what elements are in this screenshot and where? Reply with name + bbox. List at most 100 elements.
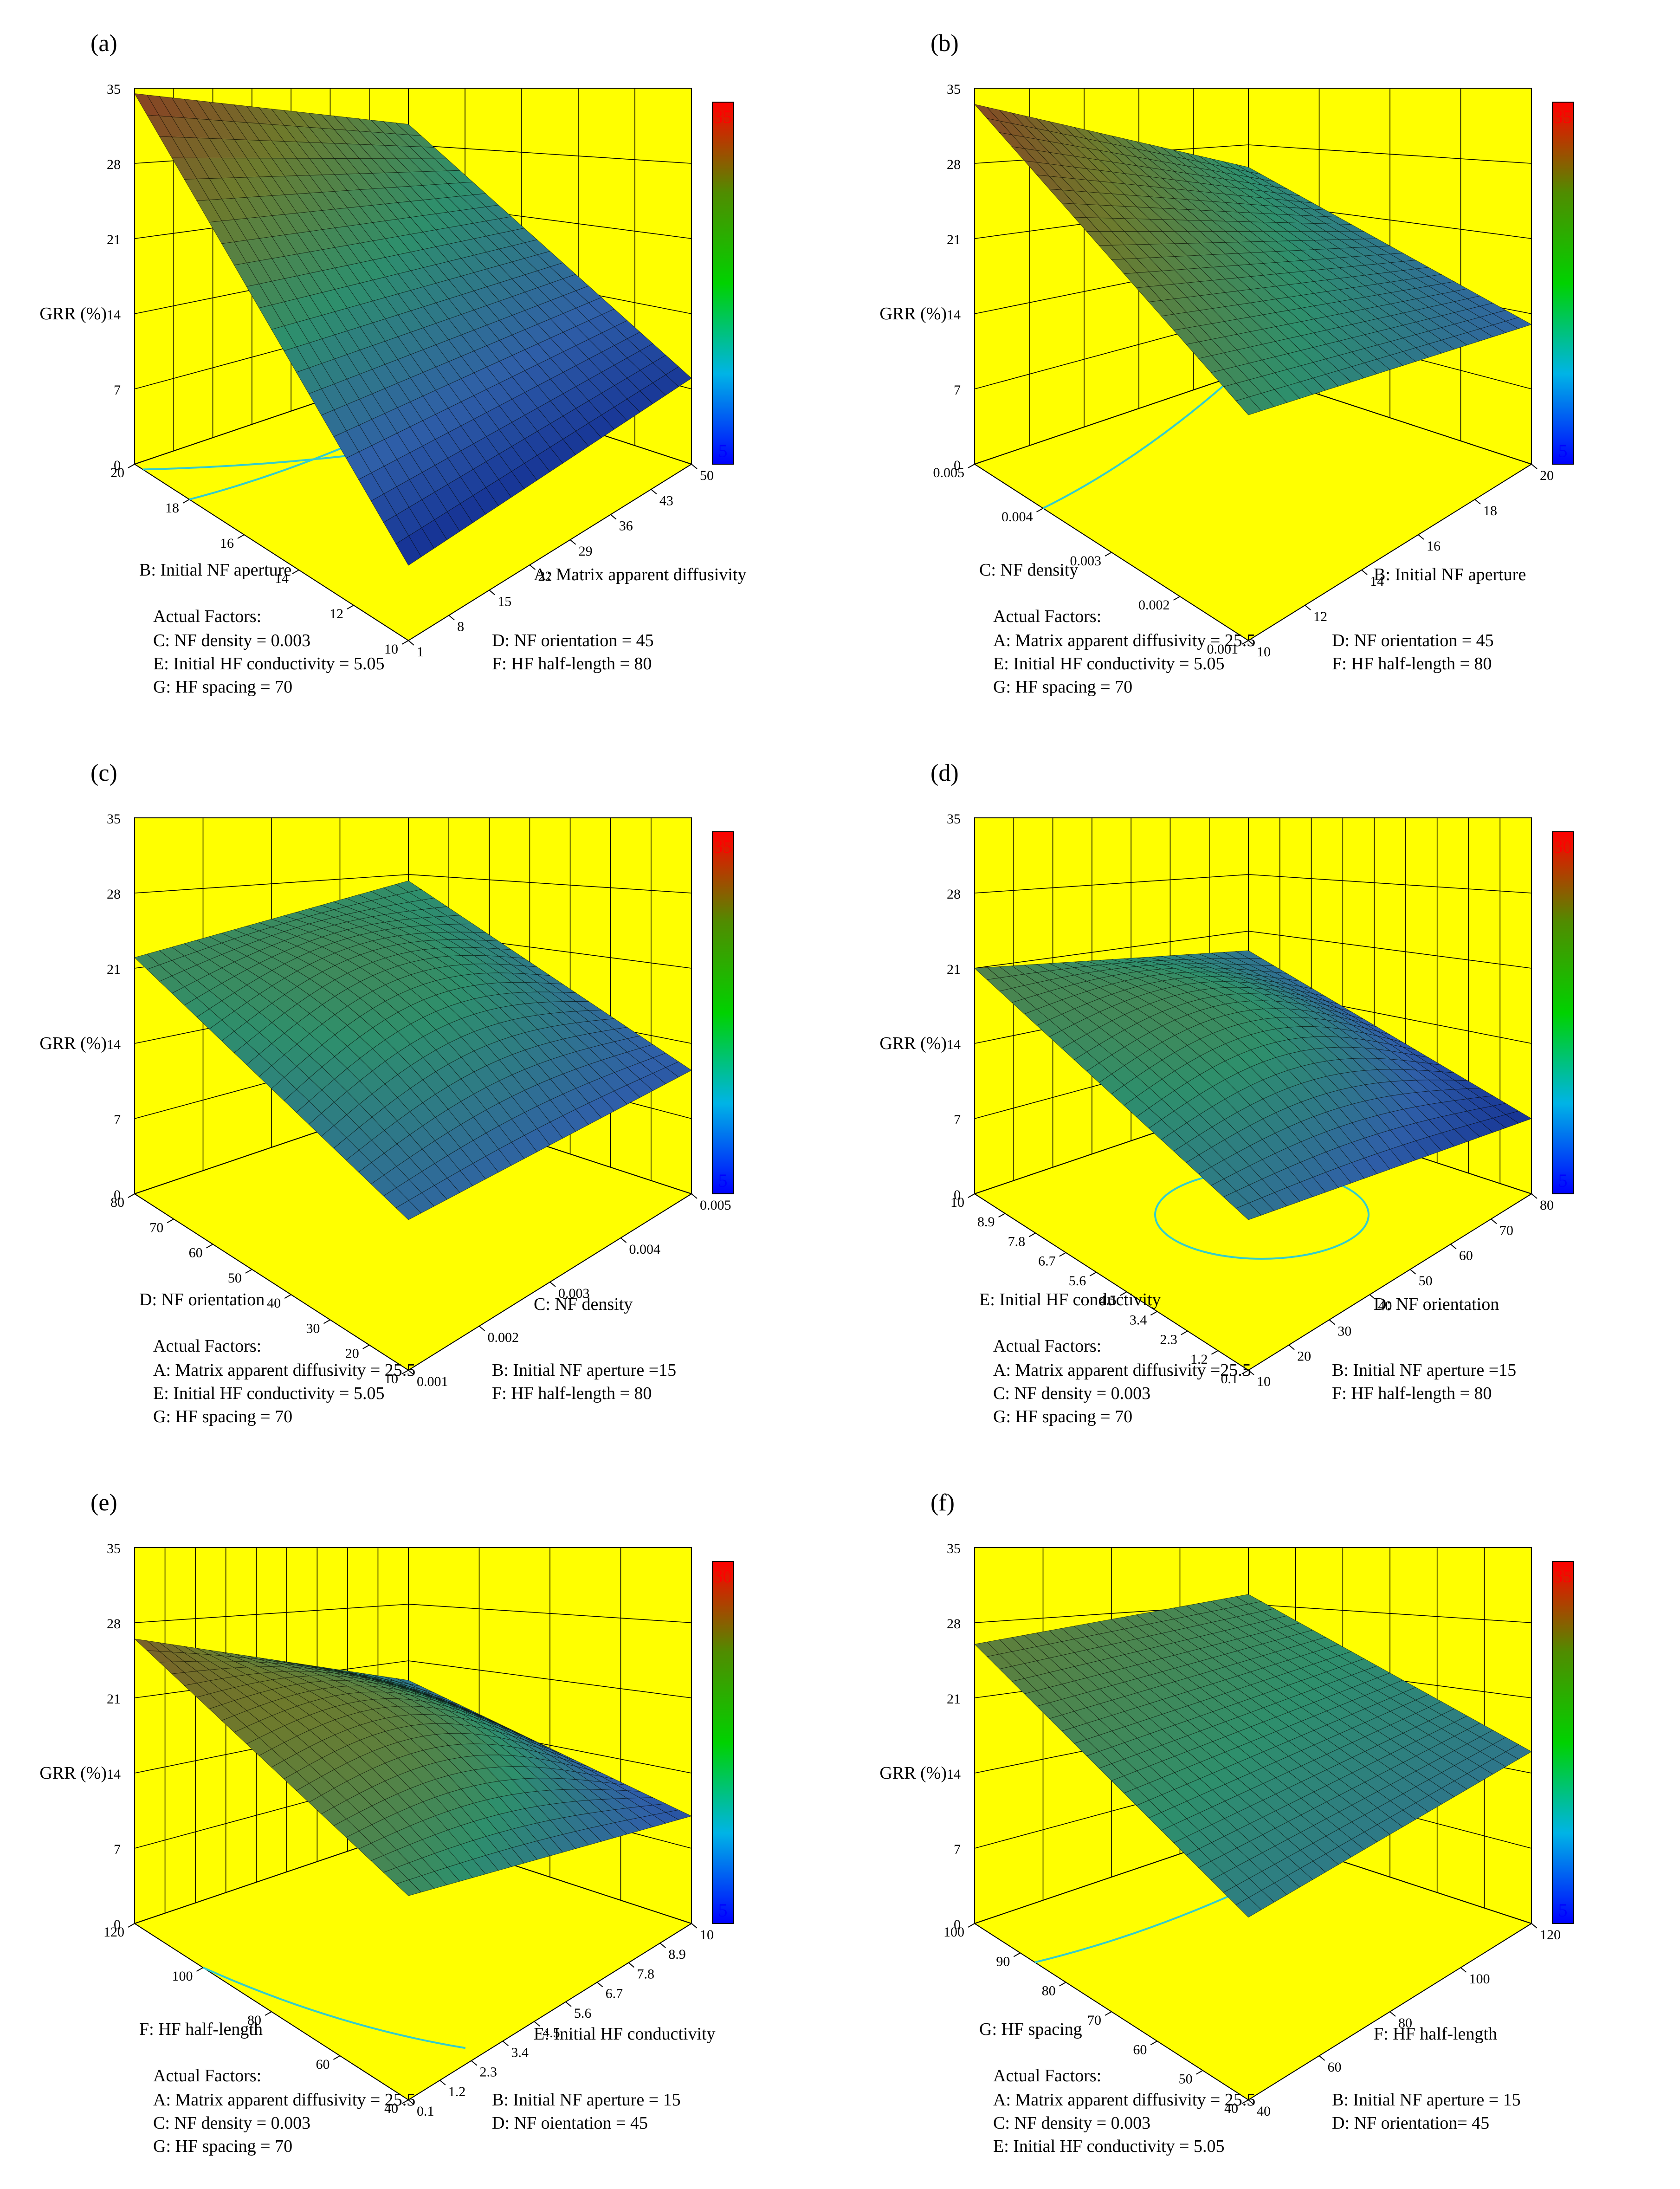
left-axis-label: G: HF spacing <box>979 2020 1082 2039</box>
colorbar-max-label: 30 <box>714 1566 732 1587</box>
right-axis-tick-label: 120 <box>1540 1927 1561 1943</box>
right-axis-tick <box>691 464 698 469</box>
z-tick-label: 14 <box>107 307 121 323</box>
response-surface <box>974 104 1532 415</box>
left-axis-tick <box>1028 1232 1036 1237</box>
left-axis-label: C: NF density <box>979 560 1078 580</box>
actual-factor: A: Matrix apparent diffusivity =25.5 <box>993 1360 1251 1380</box>
panel-label: (e) <box>90 1490 117 1516</box>
right-axis-tick <box>489 589 495 596</box>
left-axis-tick <box>401 2099 409 2104</box>
colorbar-min-label: 5 <box>1558 1170 1568 1191</box>
surface-cell <box>1505 1111 1532 1124</box>
response-surface <box>974 1594 1532 1918</box>
surface-plot-d: 0 7 14 21 28 35 GRR (%) 10 8.9 7.8 6.7 5.6 4.5 3.4 2.3… <box>879 760 1574 1426</box>
actual-factor: B: Initial NF aperture = 15 <box>1332 2090 1521 2110</box>
left-axis-tick-label: 0.005 <box>933 465 965 480</box>
left-axis-tick <box>968 1193 975 1198</box>
colorbar <box>712 831 734 1194</box>
left-axis-tick-label: 0.001 <box>1207 641 1239 657</box>
panel-a: 0 7 14 21 28 35 GRR (%) 20 18 16 14 12 10 1 8 15 22 29 36 4… <box>0 0 840 730</box>
z-tick-label: 0 <box>954 1187 961 1203</box>
surface-cell <box>665 1061 692 1078</box>
left-axis-tick <box>401 1370 409 1374</box>
right-axis-tick-label: 1 <box>417 644 424 660</box>
left-axis-label: D: NF orientation <box>139 1290 265 1309</box>
left-axis-tick <box>237 534 245 539</box>
right-axis-tick-label: 100 <box>1469 1971 1490 1987</box>
right-axis-tick-label: 14 <box>1370 574 1384 589</box>
left-axis-tick <box>196 1967 203 1972</box>
left-axis-tick <box>1241 640 1249 645</box>
right-axis-tick <box>628 1962 635 1968</box>
right-axis-tick <box>439 2080 446 2085</box>
right-axis-tick-label: 60 <box>1328 2059 1342 2075</box>
left-axis-tick-label: 12 <box>330 606 343 622</box>
z-tick-label: 0 <box>114 1187 121 1203</box>
right-axis-tick-label: 6.7 <box>606 1986 623 2001</box>
right-axis-tick-label: 20 <box>1540 468 1554 483</box>
actual-factors-title: Actual Factors: <box>153 2066 261 2085</box>
z-tick-label: 0 <box>954 1917 961 1932</box>
left-axis-tick <box>206 1243 213 1249</box>
left-axis-tick-label: 0.002 <box>1138 597 1170 613</box>
right-axis-tick-label: 15 <box>498 594 511 609</box>
left-axis-tick <box>362 1344 370 1349</box>
right-axis-tick-label: 80 <box>1398 2015 1412 2031</box>
right-axis-tick <box>691 1923 698 1929</box>
z-axis-label: GRR (%) <box>39 1034 107 1053</box>
right-axis-tick <box>659 1943 666 1948</box>
z-tick-label: 14 <box>107 1037 121 1052</box>
left-axis-tick-label: 60 <box>189 1245 203 1261</box>
right-axis-tick <box>1288 1344 1295 1350</box>
panel-c: 0 7 14 21 28 35 GRR (%) 80 70 60 50 40 30 20 10 0.001 0.… <box>0 730 840 1459</box>
left-axis-tick-label: 40 <box>384 2101 398 2116</box>
right-axis-tick <box>1389 2011 1396 2017</box>
right-axis-tick <box>478 1326 485 1331</box>
right-axis-tick-label: 0.003 <box>558 1286 590 1301</box>
colorbar <box>712 1561 734 1924</box>
z-tick-label: 28 <box>107 887 121 902</box>
left-axis-tick <box>333 2055 340 2060</box>
right-axis-tick <box>549 1282 556 1287</box>
actual-factor: A: Matrix apparent diffusivity = 25.5 <box>153 1360 415 1380</box>
colorbar-min-label: 5 <box>718 1170 728 1191</box>
left-axis-tick-label: 2.3 <box>1160 1332 1177 1347</box>
right-axis-tick-label: 43 <box>659 493 673 508</box>
right-axis-tick <box>408 640 414 646</box>
right-axis-tick-label: 40 <box>1378 1298 1392 1314</box>
actual-factor: B: Initial NF aperture =15 <box>492 1360 676 1380</box>
left-axis-tick <box>998 1213 1006 1218</box>
z-tick-label: 21 <box>107 1691 121 1707</box>
right-axis-tick-label: 0.002 <box>488 1330 519 1345</box>
right-axis-tick <box>1531 1193 1538 1199</box>
right-axis-tick-label: 60 <box>1459 1248 1473 1263</box>
panel-b: 0 7 14 21 28 35 GRR (%) 0.005 0.004 0.003 0.002 0.0… <box>840 0 1680 730</box>
z-tick-label: 14 <box>947 1037 961 1052</box>
right-axis-tick <box>1460 1967 1467 1973</box>
right-axis-tick-label: 29 <box>579 544 593 559</box>
left-axis-tick <box>1105 552 1112 557</box>
colorbar-min-label: 5 <box>1558 440 1568 461</box>
actual-factor: E: Initial HF conductivity = 5.05 <box>153 654 385 674</box>
right-axis-tick-label: 36 <box>619 518 633 534</box>
actual-factor: D: NF orientation = 45 <box>492 631 654 650</box>
actual-factor: C: NF density = 0.003 <box>153 2113 310 2133</box>
left-axis-tick <box>347 605 354 609</box>
z-tick-label: 21 <box>947 962 961 977</box>
left-axis-tick-label: 90 <box>996 1954 1010 1969</box>
right-axis-tick-label: 10 <box>1257 1374 1271 1389</box>
right-axis-tick-label: 40 <box>1257 2104 1271 2119</box>
left-axis-tick-label: 40 <box>267 1295 281 1311</box>
right-axis-label: B: Initial NF aperture <box>1374 565 1526 584</box>
panel-label: (a) <box>90 30 117 57</box>
left-axis-tick-label: 16 <box>220 536 234 551</box>
left-axis-tick-label: 0.003 <box>1070 553 1102 569</box>
left-axis-tick <box>323 1319 330 1324</box>
right-axis-tick <box>534 2021 540 2027</box>
left-axis-tick <box>1013 1952 1021 1957</box>
left-axis-tick <box>1105 2011 1112 2016</box>
left-axis-tick-label: 8.9 <box>977 1214 995 1230</box>
left-axis-tick <box>1196 2070 1203 2075</box>
left-axis-tick-label: 70 <box>1087 2013 1101 2028</box>
